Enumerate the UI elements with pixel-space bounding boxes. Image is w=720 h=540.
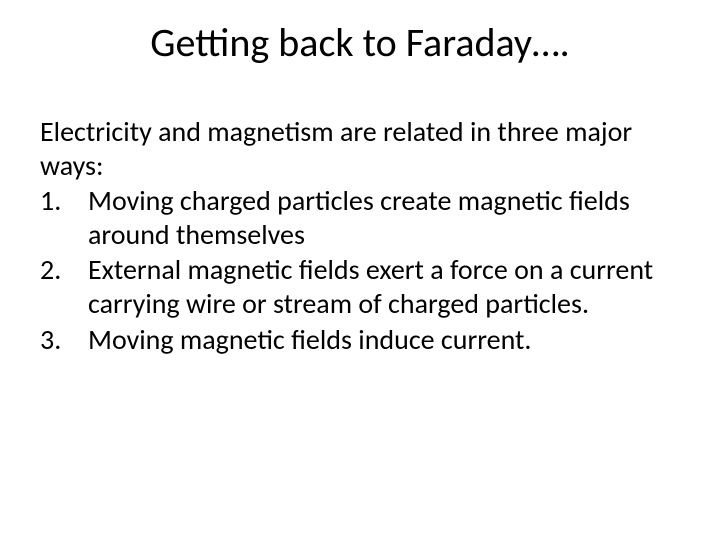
intro-text: Electricity and magnetism are related in… [40,115,680,182]
list-item: Moving magnetic fields induce current. [40,323,680,357]
slide-title: Getting back to Faraday…. [40,18,680,67]
points-list: Moving charged particles create magnetic… [40,184,680,356]
slide: Getting back to Faraday…. Electricity an… [0,0,720,540]
list-item: External magnetic fields exert a force o… [40,253,680,320]
list-item: Moving charged particles create magnetic… [40,184,680,251]
